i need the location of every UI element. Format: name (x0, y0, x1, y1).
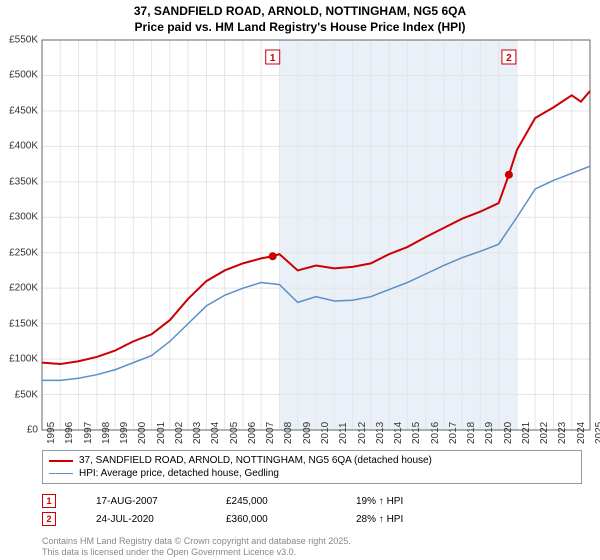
marker-date-2: 24-JUL-2020 (96, 514, 186, 525)
legend-label-2: HPI: Average price, detached house, Gedl… (79, 468, 279, 479)
y-tick-label: £0 (0, 425, 38, 436)
attribution-line-2: This data is licensed under the Open Gov… (42, 547, 351, 558)
x-tick-label: 2005 (229, 422, 240, 444)
chart-svg: 12 (42, 40, 590, 430)
x-tick-label: 2002 (174, 422, 185, 444)
x-tick-label: 2001 (156, 422, 167, 444)
marker-date-1: 17-AUG-2007 (96, 496, 186, 507)
x-tick-label: 2017 (448, 422, 459, 444)
x-tick-label: 2016 (430, 422, 441, 444)
x-tick-label: 2007 (265, 422, 276, 444)
title-line-2: Price paid vs. HM Land Registry's House … (0, 20, 600, 36)
svg-text:2: 2 (506, 53, 512, 64)
x-tick-label: 2023 (557, 422, 568, 444)
x-tick-label: 2000 (137, 422, 148, 444)
x-tick-label: 2012 (357, 422, 368, 444)
legend-row-1: 37, SANDFIELD ROAD, ARNOLD, NOTTINGHAM, … (49, 454, 575, 467)
x-tick-label: 2024 (576, 422, 587, 444)
y-tick-label: £500K (0, 70, 38, 81)
x-tick-label: 2006 (247, 422, 258, 444)
x-tick-label: 2022 (539, 422, 550, 444)
legend-row-2: HPI: Average price, detached house, Gedl… (49, 467, 575, 480)
x-tick-label: 2018 (466, 422, 477, 444)
y-tick-label: £550K (0, 35, 38, 46)
y-tick-label: £200K (0, 283, 38, 294)
svg-text:1: 1 (270, 53, 276, 64)
y-tick-label: £350K (0, 176, 38, 187)
x-tick-label: 1999 (119, 422, 130, 444)
markers-table: 1 17-AUG-2007 £245,000 19% ↑ HPI 2 24-JU… (42, 492, 446, 528)
legend: 37, SANDFIELD ROAD, ARNOLD, NOTTINGHAM, … (42, 450, 582, 484)
marker-num-2: 2 (46, 514, 51, 524)
legend-label-1: 37, SANDFIELD ROAD, ARNOLD, NOTTINGHAM, … (79, 455, 432, 466)
marker-box-2: 2 (42, 512, 56, 526)
attribution: Contains HM Land Registry data © Crown c… (42, 536, 351, 558)
x-tick-label: 2019 (484, 422, 495, 444)
legend-swatch-2 (49, 473, 73, 474)
x-tick-label: 1997 (83, 422, 94, 444)
x-tick-label: 2025 (594, 422, 600, 444)
x-tick-label: 2013 (375, 422, 386, 444)
y-tick-label: £400K (0, 141, 38, 152)
y-tick-label: £50K (0, 389, 38, 400)
title-line-1: 37, SANDFIELD ROAD, ARNOLD, NOTTINGHAM, … (0, 4, 600, 20)
marker-delta-2: 28% ↑ HPI (356, 514, 446, 525)
marker-price-1: £245,000 (226, 496, 316, 507)
legend-swatch-1 (49, 460, 73, 462)
x-tick-label: 1998 (101, 422, 112, 444)
y-tick-label: £450K (0, 105, 38, 116)
y-tick-label: £100K (0, 354, 38, 365)
x-tick-label: 2009 (302, 422, 313, 444)
attribution-line-1: Contains HM Land Registry data © Crown c… (42, 536, 351, 547)
x-tick-label: 2010 (320, 422, 331, 444)
chart-area: 12 £0£50K£100K£150K£200K£250K£300K£350K£… (42, 40, 590, 430)
x-tick-label: 2011 (338, 422, 349, 444)
marker-box-1: 1 (42, 494, 56, 508)
marker-delta-1: 19% ↑ HPI (356, 496, 446, 507)
x-tick-label: 2020 (503, 422, 514, 444)
y-tick-label: £300K (0, 212, 38, 223)
x-tick-label: 2008 (283, 422, 294, 444)
chart-container: 37, SANDFIELD ROAD, ARNOLD, NOTTINGHAM, … (0, 0, 600, 560)
marker-num-1: 1 (46, 496, 51, 506)
y-tick-label: £150K (0, 318, 38, 329)
x-tick-label: 2014 (393, 422, 404, 444)
x-tick-label: 2021 (521, 422, 532, 444)
marker-price-2: £360,000 (226, 514, 316, 525)
y-tick-label: £250K (0, 247, 38, 258)
x-tick-label: 2015 (411, 422, 422, 444)
x-tick-label: 2003 (192, 422, 203, 444)
x-tick-label: 1996 (64, 422, 75, 444)
marker-row-1: 1 17-AUG-2007 £245,000 19% ↑ HPI (42, 492, 446, 510)
x-tick-label: 1995 (46, 422, 57, 444)
chart-titles: 37, SANDFIELD ROAD, ARNOLD, NOTTINGHAM, … (0, 0, 600, 35)
marker-row-2: 2 24-JUL-2020 £360,000 28% ↑ HPI (42, 510, 446, 528)
x-tick-label: 2004 (210, 422, 221, 444)
